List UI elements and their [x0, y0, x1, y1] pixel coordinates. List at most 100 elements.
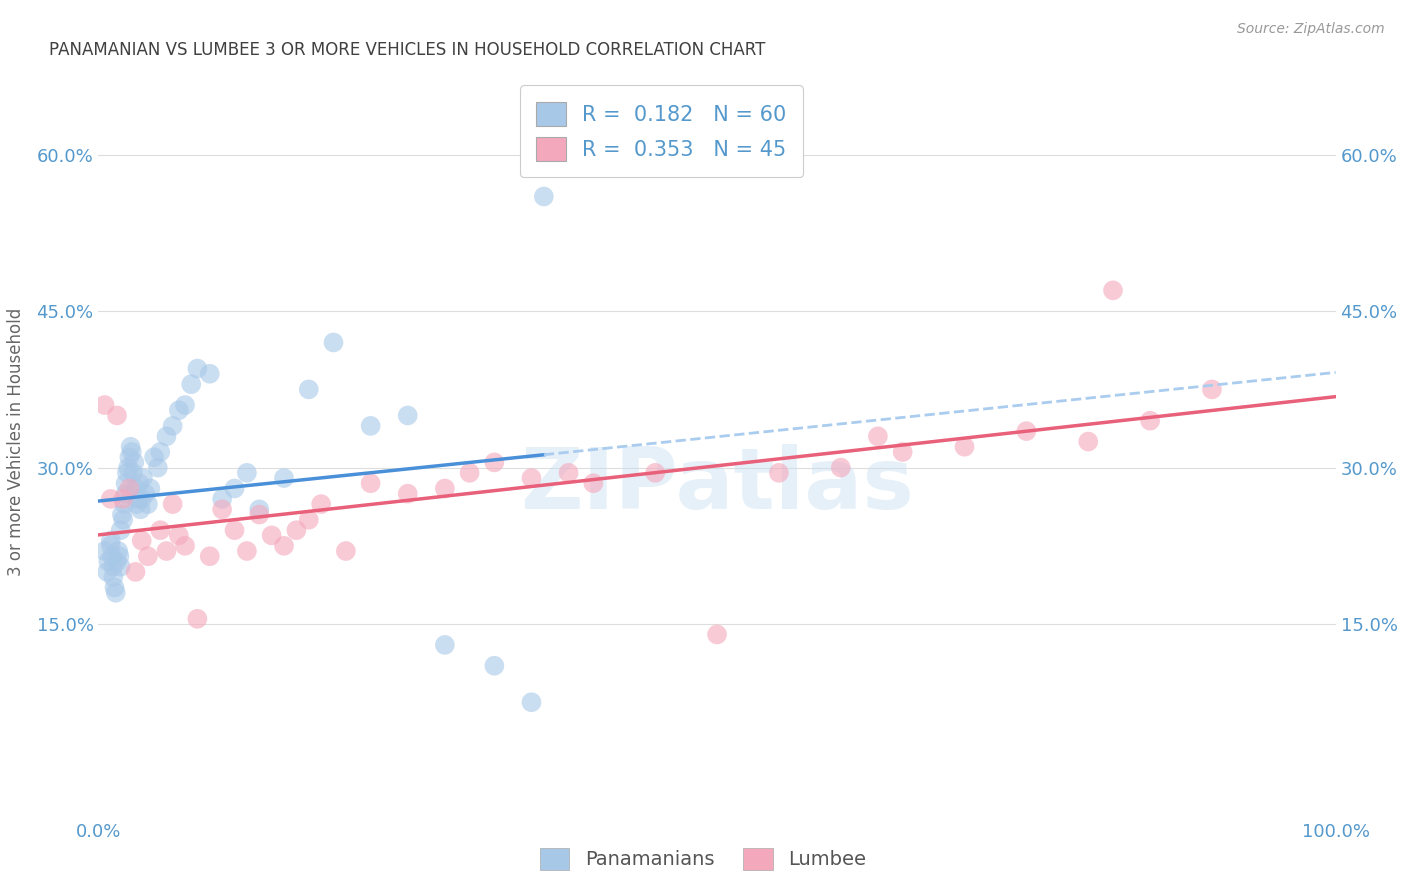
Point — [644, 466, 666, 480]
Point — [198, 549, 221, 564]
Point — [360, 476, 382, 491]
Point — [396, 486, 419, 500]
Point — [396, 409, 419, 423]
Point — [273, 471, 295, 485]
Point — [247, 502, 270, 516]
Point — [162, 418, 184, 433]
Point — [103, 570, 125, 584]
Point — [115, 466, 138, 480]
Point — [124, 455, 146, 469]
Point — [174, 398, 197, 412]
Point — [134, 486, 156, 500]
Point — [1015, 424, 1038, 438]
Point — [866, 429, 889, 443]
Point — [117, 460, 139, 475]
Point — [105, 409, 128, 423]
Point — [101, 549, 124, 564]
Point — [112, 513, 135, 527]
Text: Source: ZipAtlas.com: Source: ZipAtlas.com — [1237, 22, 1385, 37]
Point — [891, 445, 914, 459]
Point — [149, 445, 172, 459]
Point — [112, 491, 135, 506]
Point — [114, 476, 136, 491]
Point — [125, 497, 148, 511]
Point — [118, 482, 141, 496]
Point — [285, 523, 308, 537]
Point — [174, 539, 197, 553]
Point — [155, 544, 177, 558]
Point — [146, 460, 169, 475]
Point — [112, 497, 135, 511]
Point — [131, 533, 153, 548]
Point — [953, 440, 976, 454]
Point — [224, 523, 246, 537]
Point — [186, 612, 208, 626]
Point — [114, 486, 136, 500]
Point — [198, 367, 221, 381]
Point — [110, 523, 132, 537]
Point — [298, 513, 321, 527]
Point — [103, 559, 125, 574]
Point — [127, 491, 149, 506]
Point — [121, 445, 143, 459]
Point — [162, 497, 184, 511]
Point — [298, 383, 321, 397]
Point — [1201, 383, 1223, 397]
Point — [100, 539, 122, 553]
Point — [236, 466, 259, 480]
Point — [128, 476, 150, 491]
Point — [1077, 434, 1099, 449]
Point — [1139, 414, 1161, 428]
Point — [224, 482, 246, 496]
Point — [124, 565, 146, 579]
Point — [107, 544, 129, 558]
Point — [582, 476, 605, 491]
Point — [124, 482, 146, 496]
Point — [93, 398, 115, 412]
Point — [97, 554, 120, 568]
Text: PANAMANIAN VS LUMBEE 3 OR MORE VEHICLES IN HOUSEHOLD CORRELATION CHART: PANAMANIAN VS LUMBEE 3 OR MORE VEHICLES … — [49, 41, 765, 59]
Point — [122, 466, 145, 480]
Point — [93, 544, 115, 558]
Point — [118, 450, 141, 465]
Point — [136, 497, 159, 511]
Point — [100, 491, 122, 506]
Point — [768, 466, 790, 480]
Point — [132, 471, 155, 485]
Point — [108, 549, 131, 564]
Point — [111, 508, 134, 522]
Text: ZIPatlas: ZIPatlas — [520, 444, 914, 527]
Point — [103, 581, 125, 595]
Point — [360, 418, 382, 433]
Point — [830, 460, 852, 475]
Point — [139, 482, 162, 496]
Point — [105, 554, 128, 568]
Point — [273, 539, 295, 553]
Point — [129, 502, 152, 516]
Point — [335, 544, 357, 558]
Point — [433, 638, 456, 652]
Point — [180, 377, 202, 392]
Point — [155, 429, 177, 443]
Point — [520, 695, 543, 709]
Legend: Panamanians, Lumbee: Panamanians, Lumbee — [531, 839, 875, 878]
Point — [322, 335, 344, 350]
Point — [167, 528, 190, 542]
Point — [211, 491, 233, 506]
Point — [131, 491, 153, 506]
Point — [236, 544, 259, 558]
Point — [136, 549, 159, 564]
Point — [96, 565, 118, 579]
Point — [104, 586, 127, 600]
Point — [484, 658, 506, 673]
Y-axis label: 3 or more Vehicles in Household: 3 or more Vehicles in Household — [7, 308, 25, 575]
Point — [186, 361, 208, 376]
Point — [260, 528, 283, 542]
Point — [433, 482, 456, 496]
Point — [706, 627, 728, 641]
Point — [520, 471, 543, 485]
Point — [149, 523, 172, 537]
Point — [211, 502, 233, 516]
Point — [1102, 283, 1125, 297]
Point — [557, 466, 579, 480]
